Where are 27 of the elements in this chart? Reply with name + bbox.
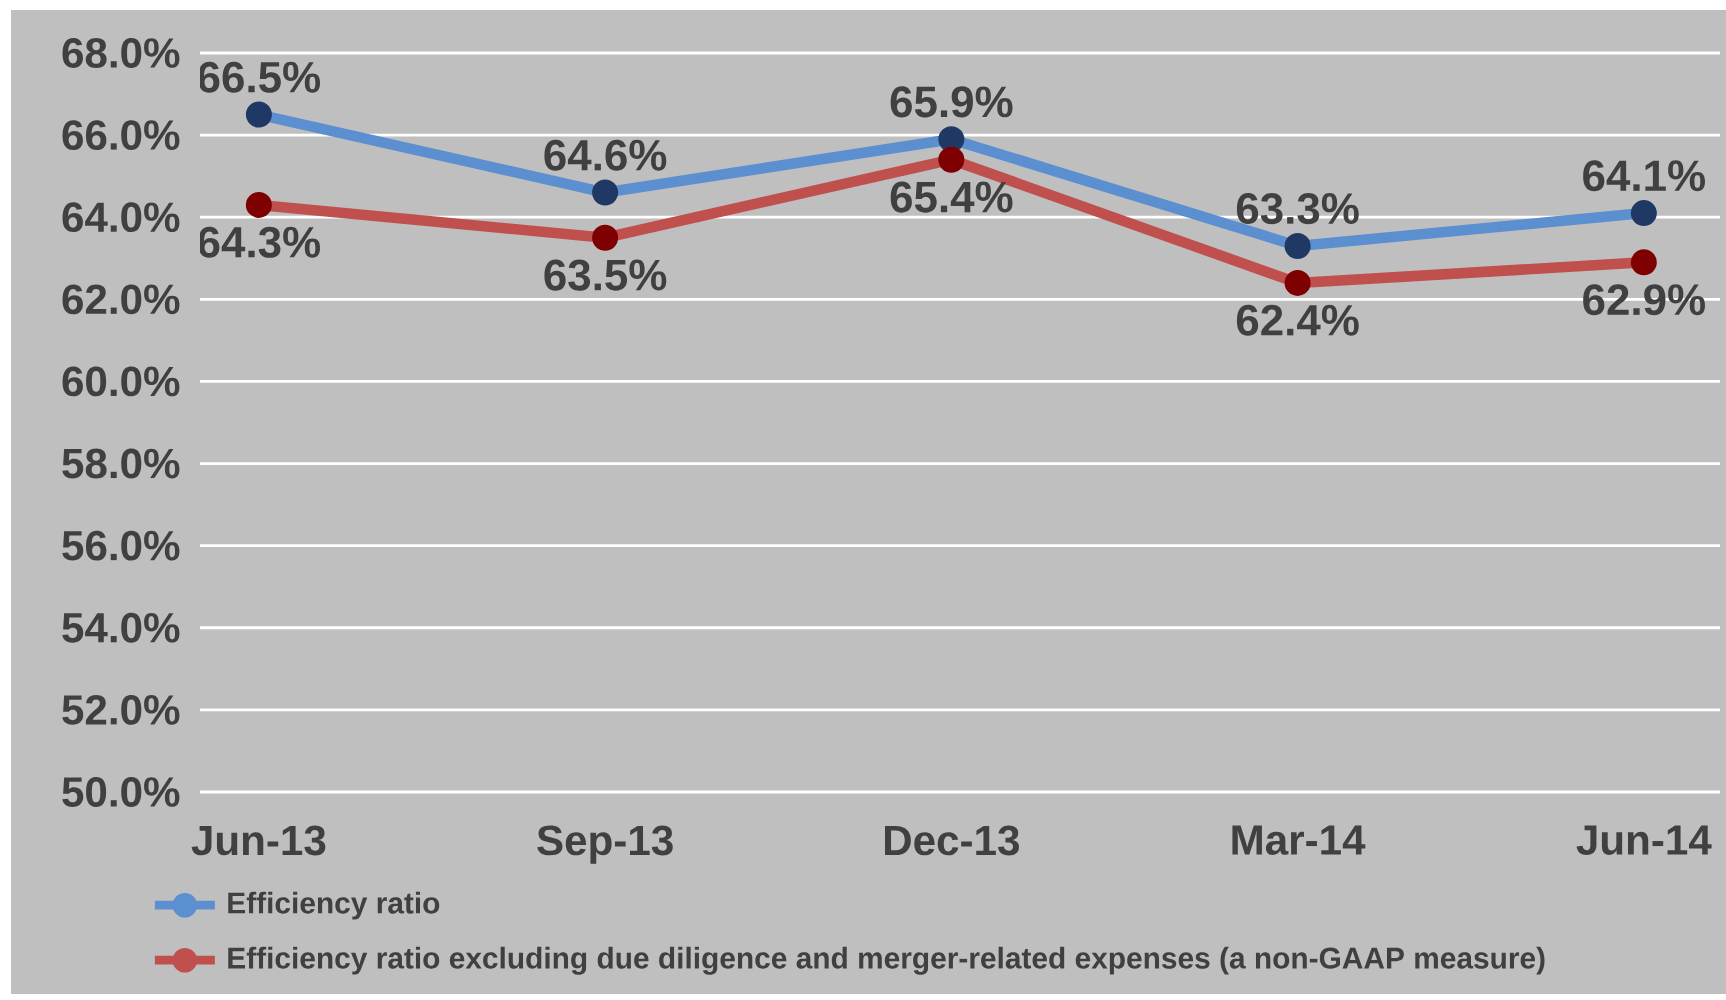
data-label: 63.5% — [544, 259, 667, 291]
y-tick-label: 60.0% — [62, 366, 180, 397]
y-tick-label: 62.0% — [62, 284, 180, 315]
y-tick-label: 66.0% — [62, 120, 180, 151]
y-tick-label: 56.0% — [62, 530, 180, 561]
y-tick-label: 68.0% — [62, 38, 180, 68]
y-tick-label: 54.0% — [62, 612, 180, 643]
y-tick-label: 64.0% — [62, 202, 180, 233]
data-label: 65.9% — [890, 86, 1013, 118]
y-tick-label: 58.0% — [62, 448, 180, 479]
x-tick-label: Jun-14 — [1576, 825, 1712, 855]
y-tick-label: 50.0% — [62, 777, 180, 807]
legend-label: Efficiency ratio — [228, 891, 440, 920]
data-label: 65.4% — [890, 181, 1013, 213]
data-label: 64.3% — [198, 226, 320, 258]
data-label: 66.5% — [198, 61, 320, 93]
data-label: 64.1% — [1583, 160, 1705, 192]
data-label: 62.9% — [1583, 284, 1705, 316]
legend-label: Efficiency ratio excluding due diligence and merger-related expenses (a non-GAAP measure) — [228, 946, 1545, 975]
data-label: 63.3% — [1236, 193, 1359, 225]
data-label: 62.4% — [1236, 304, 1359, 336]
x-tick-label: Dec-13 — [885, 825, 1019, 856]
data-label: 64.6% — [544, 139, 667, 171]
y-tick-label: 52.0% — [62, 694, 180, 725]
x-tick-label: Mar-14 — [1232, 825, 1366, 855]
x-tick-label: Jun-13 — [191, 825, 326, 856]
x-tick-label: Sep-13 — [537, 825, 673, 864]
